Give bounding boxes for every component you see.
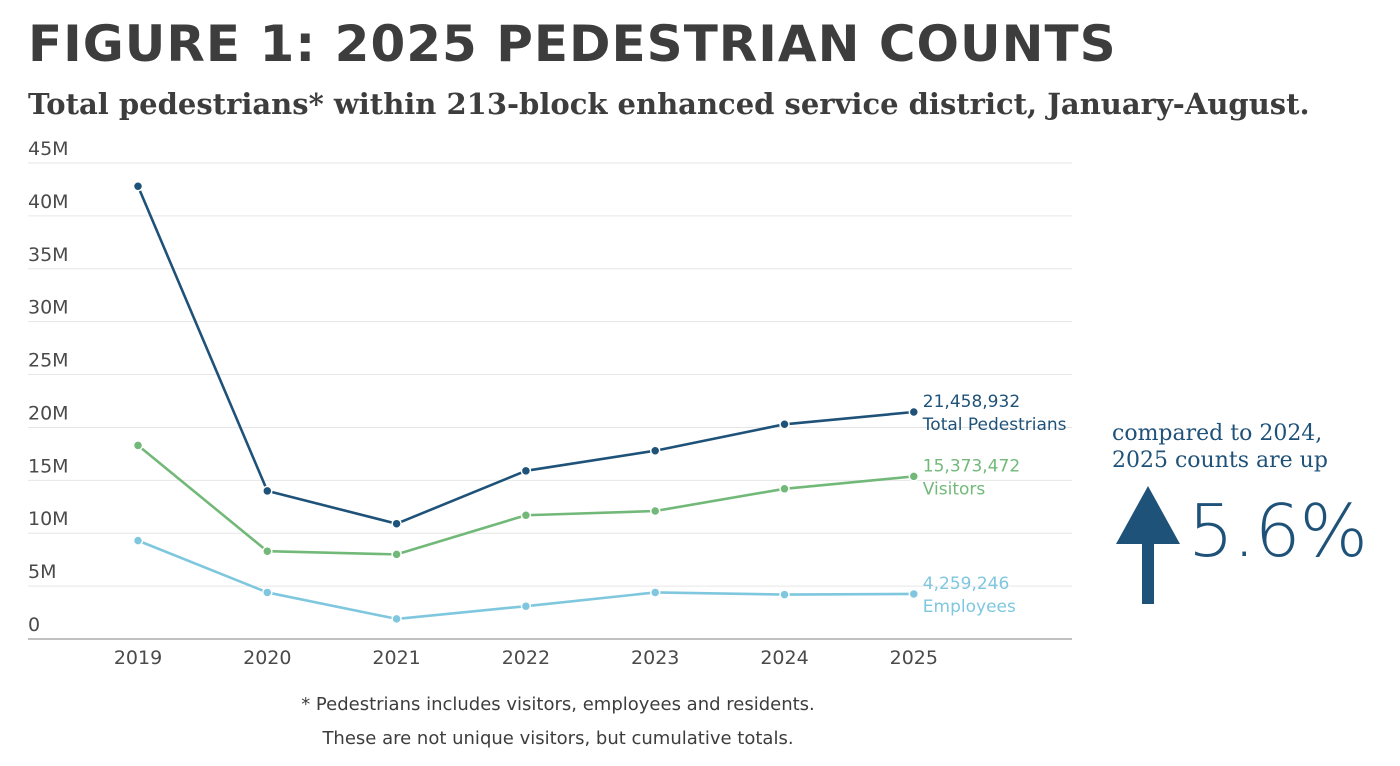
data-point	[649, 505, 661, 517]
footnote: * Pedestrians includes visitors, employe…	[0, 688, 1116, 756]
x-tick-label: 2021	[372, 647, 420, 669]
data-point	[262, 485, 273, 497]
change-percent: 5.6%	[1188, 489, 1368, 573]
data-point	[520, 465, 532, 477]
y-tick-label: 45M	[28, 138, 69, 160]
x-tick-label: 2020	[243, 647, 291, 669]
y-tick-label: 25M	[28, 350, 69, 372]
callout-line-2: 2025 counts are up	[1112, 448, 1328, 473]
data-point	[391, 518, 402, 529]
callout-line-1: compared to 2024,	[1112, 421, 1323, 446]
chart-title: FIGURE 1: 2025 PEDESTRIAN COUNTS	[28, 15, 1117, 73]
line-chart: 0 5M 10M 15M 20M 25M 30M 35M 40M 45M 2019 2020 2021 2…	[28, 138, 1072, 669]
x-tick-label: 2019	[114, 647, 162, 669]
y-tick-label: 15M	[28, 455, 69, 477]
data-point	[520, 600, 532, 612]
data-point	[262, 587, 273, 598]
data-point	[908, 471, 920, 482]
end-value-label: 15,373,472	[923, 456, 1020, 476]
x-tick-label: 2025	[890, 647, 938, 669]
data-point	[391, 613, 402, 625]
x-tick-label: 2023	[631, 647, 679, 669]
y-tick-label: 40M	[28, 191, 69, 213]
series-name-label: Employees	[923, 597, 1016, 617]
data-point	[908, 588, 920, 600]
up-arrow-icon	[1116, 486, 1180, 604]
data-point	[649, 587, 661, 598]
data-point	[391, 549, 402, 560]
data-point	[779, 483, 790, 495]
y-tick-label: 20M	[28, 402, 69, 424]
y-tick-label: 10M	[28, 508, 69, 530]
y-tick-label: 0	[28, 614, 40, 636]
x-tick-label: 2022	[502, 647, 550, 669]
chart-subtitle: Total pedestrians* within 213-block enha…	[28, 87, 1310, 121]
end-value-label: 4,259,246	[923, 574, 1010, 594]
data-point	[649, 445, 661, 456]
y-tick-label: 5M	[28, 561, 56, 583]
change-callout: compared to 2024, 2025 counts are up 5.6…	[1112, 420, 1392, 604]
data-point	[132, 535, 144, 546]
series-name-label: Visitors	[923, 479, 986, 499]
data-point	[132, 440, 144, 451]
data-point	[262, 545, 273, 557]
end-value-label: 21,458,932	[923, 392, 1020, 412]
data-point	[779, 419, 790, 430]
footnote-line-1: * Pedestrians includes visitors, employe…	[301, 694, 815, 715]
data-point	[908, 406, 920, 418]
y-tick-label: 35M	[28, 244, 69, 266]
y-tick-label: 30M	[28, 297, 69, 319]
x-tick-label: 2024	[760, 647, 808, 669]
series-name-label: Total Pedestrians	[922, 415, 1067, 435]
footnote-line-2: These are not unique visitors, but cumul…	[322, 728, 794, 749]
data-point	[132, 181, 144, 192]
data-point	[779, 589, 790, 600]
data-point	[520, 509, 532, 521]
